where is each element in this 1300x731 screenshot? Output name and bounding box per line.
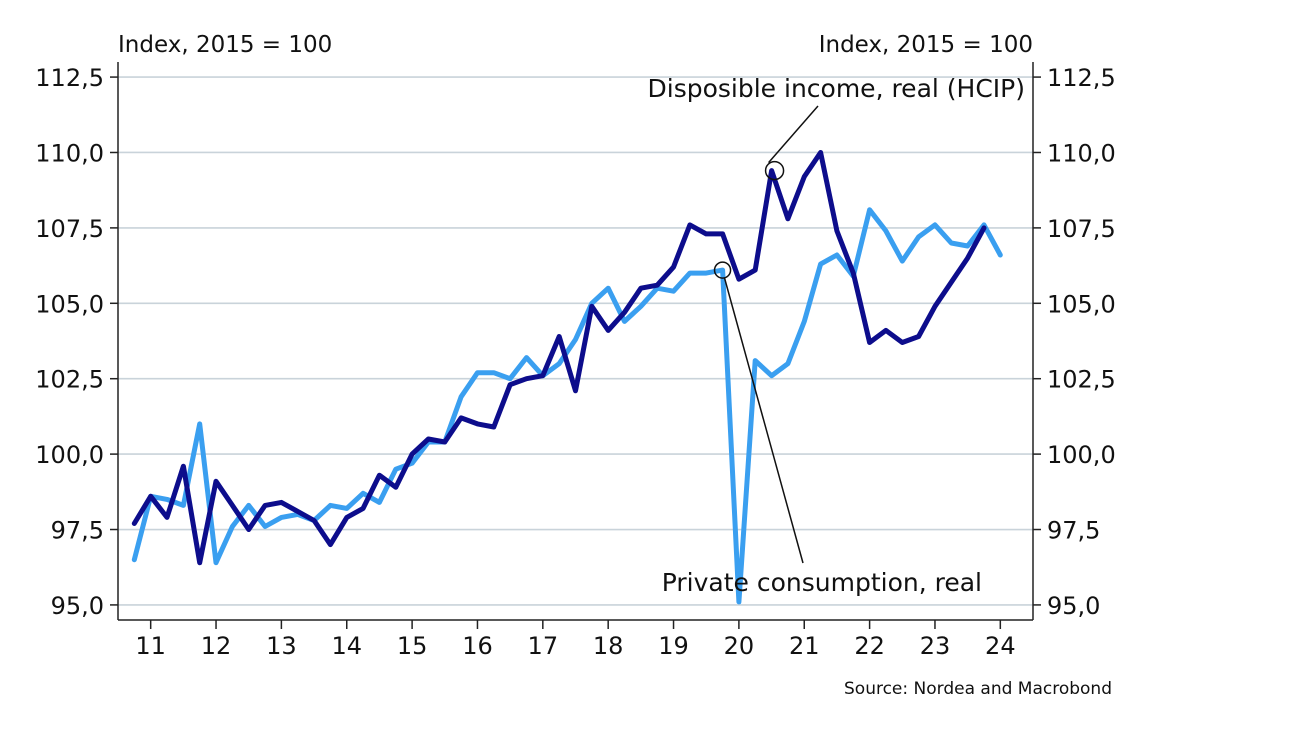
y-tick-label-right: 95,0 — [1047, 592, 1100, 620]
income-annotation-leader — [768, 105, 819, 164]
consumption-series-line — [131, 207, 1003, 605]
right-axis-unit-label: Index, 2015 = 100 — [819, 32, 1033, 58]
y-tick-label-right: 112,5 — [1047, 64, 1116, 92]
annotations: Disposible income, real (HCIP) Private c… — [648, 74, 1026, 597]
y-tick-label-left: 95,0 — [51, 592, 104, 620]
x-tick-label: 20 — [724, 632, 755, 660]
y-tick-label-left: 100,0 — [35, 441, 104, 469]
x-tick-label: 11 — [135, 632, 166, 660]
y-tick-label-left: 112,5 — [35, 64, 104, 92]
income-annotation-marker — [764, 160, 785, 181]
y-tick-label-left: 97,5 — [51, 517, 104, 545]
x-tick-label: 12 — [201, 632, 232, 660]
x-tick-label: 19 — [658, 632, 689, 660]
source-note: Source: Nordea and Macrobond — [844, 679, 1112, 699]
y-tick-label-right: 100,0 — [1047, 441, 1116, 469]
x-tick-label: 23 — [920, 632, 951, 660]
x-tick-label: 14 — [331, 632, 362, 660]
axes — [110, 62, 1041, 629]
x-tick-label: 22 — [854, 632, 885, 660]
income-series-line — [131, 150, 987, 566]
consumption-annotation-marker — [713, 261, 732, 279]
y-tick-label-right: 110,0 — [1047, 139, 1116, 167]
x-tick-label: 13 — [266, 632, 297, 660]
tick-labels: 112,5 112,5 110,0 110,0 107,5 107,5 105,0 105,0… — [35, 64, 1115, 660]
x-tick-label: 24 — [985, 632, 1016, 660]
y-tick-label-right: 105,0 — [1047, 290, 1116, 318]
y-tick-label-left: 107,5 — [35, 215, 104, 243]
y-tick-label-left: 102,5 — [35, 366, 104, 394]
consumption-annotation-label: Private consumption, real — [662, 568, 982, 597]
left-axis-unit-label: Index, 2015 = 100 — [118, 32, 332, 58]
y-tick-label-left: 110,0 — [35, 139, 104, 167]
x-tick-label: 15 — [397, 632, 428, 660]
x-tick-label: 18 — [593, 632, 624, 660]
x-tick-label: 21 — [789, 632, 820, 660]
income-annotation-label: Disposible income, real (HCIP) — [648, 74, 1026, 103]
consumption-annotation-leader — [723, 277, 804, 564]
y-tick-label-left: 105,0 — [35, 290, 104, 318]
y-tick-label-right: 97,5 — [1047, 517, 1100, 545]
y-tick-label-right: 107,5 — [1047, 215, 1116, 243]
series-lines — [131, 150, 1003, 605]
y-tick-label-right: 102,5 — [1047, 366, 1116, 394]
x-tick-label: 16 — [462, 632, 493, 660]
x-tick-label: 17 — [528, 632, 559, 660]
